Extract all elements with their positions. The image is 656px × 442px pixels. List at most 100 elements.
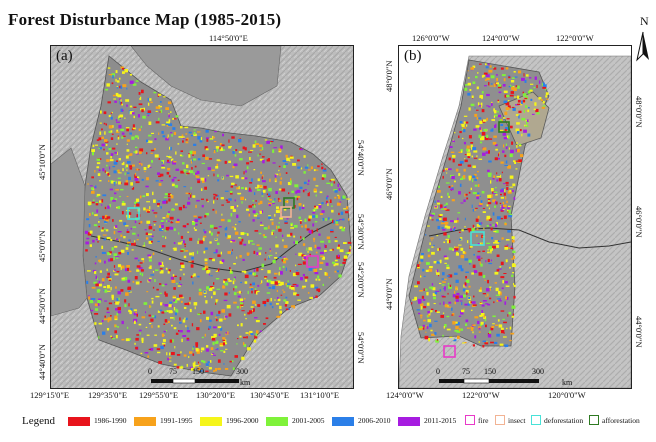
fire-marker-a[interactable] [306, 255, 319, 268]
disturbance-patch [117, 291, 121, 295]
deforestation-marker-a[interactable] [127, 207, 140, 220]
north-arrow-icon [636, 31, 649, 62]
disturbance-patch [496, 179, 499, 182]
disturbance-patch [500, 327, 504, 331]
disturbance-patch [149, 277, 152, 280]
panel-b-map[interactable] [398, 45, 632, 389]
disturbance-patch [166, 220, 168, 223]
disturbance-patch [500, 67, 504, 70]
disturbance-patch [173, 287, 176, 290]
disturbance-patch [223, 318, 226, 320]
disturbance-patch [530, 83, 534, 85]
disturbance-patch [168, 356, 172, 359]
disturbance-patch [321, 210, 325, 213]
disturbance-patch [212, 258, 215, 262]
disturbance-patch [307, 169, 311, 171]
disturbance-patch [201, 188, 203, 191]
disturbance-patch [173, 161, 177, 163]
disturbance-patch [141, 109, 144, 113]
disturbance-patch [420, 317, 423, 319]
disturbance-patch [93, 224, 98, 227]
disturbance-patch [132, 164, 135, 167]
disturbance-patch [475, 75, 478, 79]
disturbance-patch [156, 203, 160, 206]
disturbance-patch [501, 205, 505, 209]
disturbance-patch [177, 285, 181, 287]
disturbance-patch [214, 316, 217, 318]
disturbance-patch [428, 268, 433, 272]
disturbance-patch [505, 259, 508, 263]
disturbance-patch [296, 196, 299, 201]
disturbance-patch [207, 361, 211, 363]
disturbance-patch [446, 264, 449, 267]
disturbance-patch [313, 188, 317, 192]
disturbance-patch [482, 211, 486, 213]
disturbance-patch [234, 231, 239, 235]
disturbance-patch [109, 188, 113, 191]
disturbance-patch [507, 190, 512, 194]
disturbance-patch [500, 210, 504, 212]
panel-a-map[interactable] [50, 45, 354, 389]
disturbance-patch [106, 152, 109, 155]
disturbance-patch [328, 277, 331, 279]
disturbance-patch [451, 175, 455, 180]
disturbance-patch [133, 318, 138, 323]
disturbance-patch [432, 287, 436, 291]
afforestation-marker-a[interactable] [283, 197, 295, 209]
disturbance-patch [209, 224, 214, 228]
disturbance-patch [153, 344, 158, 347]
disturbance-patch [180, 250, 184, 252]
disturbance-patch [128, 212, 132, 215]
disturbance-patch [191, 167, 193, 170]
disturbance-patch [158, 157, 160, 160]
disturbance-patch [490, 248, 492, 252]
disturbance-patch [240, 196, 245, 201]
disturbance-patch [135, 176, 140, 179]
disturbance-patch [126, 139, 130, 142]
disturbance-patch [472, 175, 476, 178]
disturbance-patch [498, 178, 502, 182]
disturbance-patch [494, 240, 499, 243]
disturbance-patch [321, 202, 324, 205]
disturbance-patch [445, 209, 450, 211]
disturbance-patch [312, 215, 316, 218]
disturbance-patch [495, 242, 500, 244]
deforestation-marker-b[interactable] [470, 231, 485, 246]
panel-a-bottom-coord-0: 129°15'0"E [30, 390, 70, 400]
disturbance-patch [244, 297, 246, 300]
disturbance-patch [451, 187, 454, 190]
disturbance-patch [498, 152, 500, 155]
disturbance-patch [268, 287, 272, 289]
disturbance-patch [143, 107, 145, 111]
disturbance-patch [119, 100, 121, 105]
disturbance-patch [503, 100, 508, 103]
disturbance-patch [166, 155, 170, 158]
disturbance-patch [103, 238, 106, 241]
disturbance-patch [113, 184, 116, 186]
disturbance-patch [337, 194, 339, 196]
disturbance-patch [117, 177, 121, 179]
disturbance-patch [472, 81, 476, 84]
disturbance-patch [218, 226, 222, 228]
disturbance-patch [108, 276, 112, 278]
disturbance-patch [148, 240, 152, 244]
disturbance-patch [212, 354, 216, 356]
insect-marker-a[interactable] [280, 206, 292, 218]
disturbance-patch [300, 277, 303, 281]
disturbance-patch [134, 201, 138, 204]
disturbance-patch [157, 310, 160, 313]
disturbance-patch [233, 301, 237, 304]
disturbance-patch [445, 205, 447, 208]
disturbance-patch [203, 229, 205, 232]
afforestation-marker-b[interactable] [498, 121, 510, 133]
disturbance-patch [168, 175, 171, 178]
disturbance-patch [476, 177, 479, 180]
disturbance-patch [495, 201, 498, 205]
disturbance-patch [480, 287, 482, 290]
disturbance-patch [192, 195, 196, 198]
disturbance-patch [497, 99, 499, 102]
fire-marker-b[interactable] [443, 345, 456, 358]
disturbance-patch [256, 252, 259, 256]
disturbance-patch [98, 225, 100, 228]
disturbance-patch [194, 218, 199, 222]
